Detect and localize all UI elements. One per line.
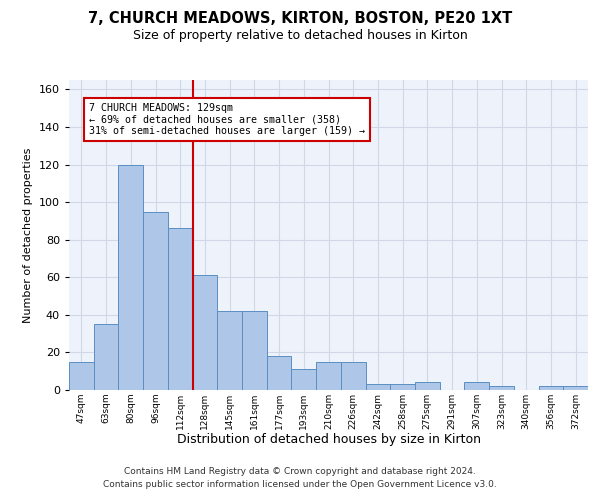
Bar <box>242 311 267 390</box>
Y-axis label: Number of detached properties: Number of detached properties <box>23 148 33 322</box>
Bar <box>489 386 514 390</box>
Bar <box>415 382 440 390</box>
Bar <box>563 386 588 390</box>
Text: 7, CHURCH MEADOWS, KIRTON, BOSTON, PE20 1XT: 7, CHURCH MEADOWS, KIRTON, BOSTON, PE20 … <box>88 11 512 26</box>
Bar <box>316 362 341 390</box>
Text: Size of property relative to detached houses in Kirton: Size of property relative to detached ho… <box>133 29 467 42</box>
Text: Distribution of detached houses by size in Kirton: Distribution of detached houses by size … <box>177 432 481 446</box>
Bar <box>292 370 316 390</box>
Text: Contains public sector information licensed under the Open Government Licence v3: Contains public sector information licen… <box>103 480 497 489</box>
Bar <box>168 228 193 390</box>
Bar <box>464 382 489 390</box>
Text: Contains HM Land Registry data © Crown copyright and database right 2024.: Contains HM Land Registry data © Crown c… <box>124 467 476 476</box>
Bar <box>217 311 242 390</box>
Bar <box>267 356 292 390</box>
Bar <box>193 276 217 390</box>
Bar <box>365 384 390 390</box>
Bar <box>143 212 168 390</box>
Bar <box>69 362 94 390</box>
Text: 7 CHURCH MEADOWS: 129sqm
← 69% of detached houses are smaller (358)
31% of semi-: 7 CHURCH MEADOWS: 129sqm ← 69% of detach… <box>89 102 365 136</box>
Bar <box>94 324 118 390</box>
Bar <box>341 362 365 390</box>
Bar <box>118 164 143 390</box>
Bar <box>390 384 415 390</box>
Bar <box>539 386 563 390</box>
